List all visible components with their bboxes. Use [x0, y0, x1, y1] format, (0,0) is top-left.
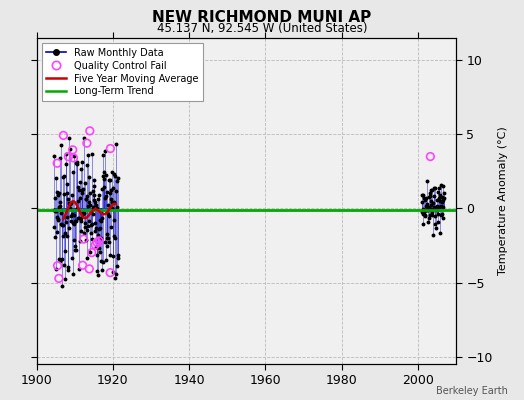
- Point: [106, 145, 115, 152]
- Point: [426, 153, 434, 160]
- Point: [59, 132, 68, 139]
- Point: [64, 154, 72, 160]
- Text: 45.137 N, 92.545 W (United States): 45.137 N, 92.545 W (United States): [157, 22, 367, 35]
- Point: [88, 250, 96, 256]
- Text: NEW RICHMOND MUNI AP: NEW RICHMOND MUNI AP: [152, 10, 372, 25]
- Point: [69, 155, 78, 161]
- Point: [93, 239, 101, 246]
- Point: [106, 270, 114, 276]
- Point: [83, 140, 91, 146]
- Point: [85, 128, 94, 134]
- Text: Berkeley Earth: Berkeley Earth: [436, 386, 508, 396]
- Point: [91, 242, 100, 248]
- Point: [95, 238, 103, 244]
- Legend: Raw Monthly Data, Quality Control Fail, Five Year Moving Average, Long-Term Tren: Raw Monthly Data, Quality Control Fail, …: [41, 43, 203, 101]
- Point: [69, 147, 77, 153]
- Point: [53, 160, 61, 166]
- Point: [54, 275, 63, 282]
- Y-axis label: Temperature Anomaly (°C): Temperature Anomaly (°C): [498, 127, 508, 275]
- Point: [80, 236, 88, 242]
- Point: [79, 262, 87, 268]
- Point: [53, 262, 62, 269]
- Point: [85, 266, 93, 272]
